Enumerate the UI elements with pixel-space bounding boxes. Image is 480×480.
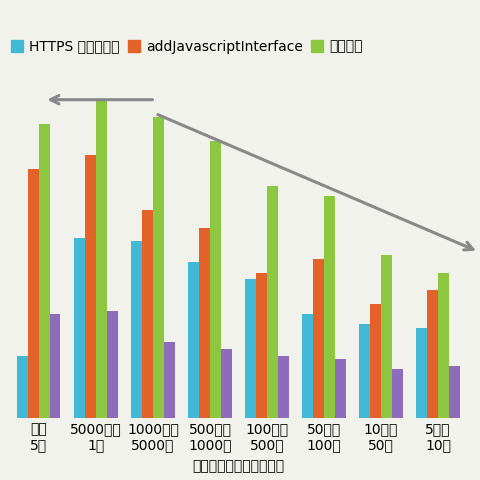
Bar [427, 290, 438, 418]
X-axis label: アプリのダウンロード数: アプリのダウンロード数 [192, 459, 285, 473]
Bar [417, 328, 427, 418]
Legend: HTTPS 実装脆弱性, addJavascriptInterface, 脆弱な暗: HTTPS 実装脆弱性, addJavascriptInterface, 脆弱な… [5, 34, 368, 59]
Bar [438, 273, 449, 418]
Bar [107, 311, 118, 418]
Bar [96, 100, 107, 418]
Bar [278, 356, 288, 418]
Bar [39, 124, 49, 418]
Bar [17, 356, 28, 418]
Bar [302, 314, 313, 418]
Bar [313, 259, 324, 418]
Bar [360, 324, 370, 418]
Bar [245, 279, 256, 418]
Bar [324, 196, 335, 418]
Bar [221, 348, 232, 418]
Bar [449, 366, 460, 418]
Bar [381, 255, 392, 418]
Bar [28, 169, 39, 418]
Bar [335, 359, 346, 418]
Bar [199, 228, 210, 418]
Bar [164, 342, 175, 418]
Bar [370, 304, 381, 418]
Bar [210, 141, 221, 418]
Bar [188, 262, 199, 418]
Bar [85, 155, 96, 418]
Bar [153, 117, 164, 418]
Bar [256, 273, 267, 418]
Bar [131, 241, 142, 418]
Bar [142, 210, 153, 418]
Bar [74, 238, 85, 418]
Bar [392, 369, 403, 418]
Bar [267, 186, 278, 418]
Bar [49, 314, 60, 418]
